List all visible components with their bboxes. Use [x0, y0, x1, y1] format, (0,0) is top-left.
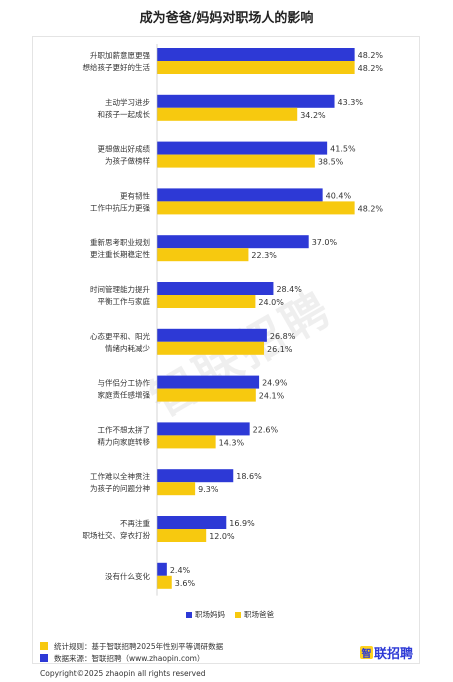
category-label-7-1: 家庭责任感增强 [98, 390, 151, 400]
category-label-8-0: 工作不想太拼了 [98, 424, 151, 434]
value-label-mom-10: 16.9% [229, 519, 255, 528]
bar-mom-3 [157, 188, 323, 202]
value-label-mom-2: 41.5% [330, 145, 356, 154]
category-label-7-0: 与伴侣分工协作 [98, 378, 151, 388]
value-label-dad-8: 14.3% [219, 438, 245, 447]
copyright: Copyright©2025 zhaopin all rights reserv… [40, 669, 206, 678]
category-label-9-1: 为孩子的问题分神 [90, 483, 150, 493]
bar-dad-7 [157, 388, 256, 402]
value-label-mom-3: 40.4% [326, 191, 352, 200]
value-label-mom-9: 18.6% [236, 472, 262, 481]
category-label-3-0: 更有韧性 [120, 190, 150, 200]
footer-source: 数据来源：智联招聘（www.zhaopin.com） [54, 653, 205, 663]
category-label-6-0: 心态更平和、阳光 [90, 331, 150, 341]
category-label-10-0: 不再注重 [120, 518, 150, 528]
bar-mom-4 [157, 235, 309, 249]
value-label-mom-4: 37.0% [312, 238, 338, 247]
value-label-dad-7: 24.1% [259, 392, 285, 401]
legend: 职场妈妈 职场爸爸 [186, 609, 274, 620]
footer-source-row: 数据来源：智联招聘（www.zhaopin.com） [40, 652, 223, 664]
brand-logo-text: 联招聘 [374, 647, 414, 662]
bar-mom-7 [157, 375, 260, 389]
footer-stat-marker [40, 642, 48, 650]
category-label-5-1: 平衡工作与家庭 [98, 296, 151, 306]
bar-dad-2 [157, 154, 315, 168]
legend-label-mom: 职场妈妈 [195, 610, 225, 619]
category-label-0-1: 想给孩子更好的生活 [83, 62, 151, 72]
footer-stat-rule: 统计规则：基于智联招聘2025年性别平等调研数据 [54, 641, 224, 651]
value-label-dad-9: 9.3% [198, 485, 219, 494]
bar-dad-5 [157, 295, 256, 308]
category-label-4-0: 重新思考职业规划 [90, 237, 150, 247]
footer-source-marker [40, 654, 48, 662]
bar-dad-0 [157, 61, 355, 74]
value-label-mom-1: 43.3% [338, 98, 364, 107]
category-label-4-1: 更注重长期稳定性 [90, 249, 150, 259]
footer: 统计规则：基于智联招聘2025年性别平等调研数据 数据来源：智联招聘（www.z… [40, 640, 223, 664]
chart-frame [32, 36, 420, 664]
bar-mom-11 [157, 562, 167, 576]
bar-dad-1 [157, 107, 298, 121]
category-label-6-1: 情绪内耗减少 [105, 343, 150, 353]
bar-mom-6 [157, 328, 267, 342]
bar-mom-5 [157, 282, 274, 295]
legend-swatch-mom [186, 611, 192, 618]
bar-dad-8 [157, 435, 216, 449]
bar-dad-6 [157, 341, 265, 355]
value-label-dad-2: 38.5% [318, 158, 344, 167]
value-label-dad-6: 26.1% [267, 345, 293, 354]
category-label-11-0: 没有什么变化 [105, 571, 150, 581]
bar-dad-9 [157, 482, 196, 496]
value-label-mom-11: 2.4% [170, 566, 191, 575]
footer-stat-rule-row: 统计规则：基于智联招聘2025年性别平等调研数据 [40, 640, 223, 652]
category-label-2-0: 更想做出好成绩 [98, 144, 151, 154]
value-label-dad-3: 48.2% [358, 204, 384, 213]
bar-mom-9 [157, 469, 234, 483]
category-label-1-1: 和孩子一起成长 [98, 109, 151, 119]
category-label-10-1: 职场社交、穿衣打扮 [83, 530, 151, 540]
value-label-dad-1: 34.2% [300, 111, 326, 120]
value-label-mom-7: 24.9% [262, 379, 288, 388]
legend-item-mom: 职场妈妈 [186, 609, 225, 620]
category-label-9-0: 工作难以全神贯注 [90, 471, 150, 481]
brand-logo-mark: 智 [360, 646, 373, 660]
bar-dad-4 [157, 248, 249, 262]
category-label-8-1: 精力向家庭转移 [98, 436, 151, 446]
bar-dad-11 [157, 575, 172, 589]
value-label-dad-11: 3.6% [175, 579, 196, 588]
value-label-mom-5: 28.4% [276, 285, 302, 294]
category-label-1-0: 主动学习进步 [105, 97, 150, 107]
legend-item-dad: 职场爸爸 [235, 609, 274, 620]
category-label-0-0: 升职加薪意愿更强 [90, 50, 150, 60]
brand-logo: 智 联招聘 [360, 643, 413, 662]
category-label-2-1: 为孩子做榜样 [105, 156, 150, 166]
page-title: 成为爸爸/妈妈对职场人的影响 [139, 11, 314, 26]
bar-mom-8 [157, 422, 250, 436]
category-label-3-1: 工作中抗压力更强 [90, 202, 150, 212]
legend-swatch-dad [235, 611, 241, 618]
legend-label-dad: 职场爸爸 [244, 610, 274, 619]
value-label-mom-6: 26.8% [270, 332, 296, 341]
bar-mom-10 [157, 516, 227, 529]
value-label-dad-4: 22.3% [251, 251, 277, 260]
value-label-mom-0: 48.2% [358, 51, 384, 60]
bar-dad-10 [157, 529, 207, 542]
value-label-dad-10: 12.0% [209, 532, 235, 541]
value-label-mom-8: 22.6% [253, 425, 279, 434]
bar-dad-3 [157, 201, 355, 215]
bar-mom-0 [157, 48, 355, 61]
value-label-dad-0: 48.2% [358, 64, 384, 73]
value-label-dad-5: 24.0% [258, 298, 284, 307]
bar-mom-1 [157, 94, 335, 108]
category-label-5-0: 时间管理能力提升 [90, 284, 150, 294]
bar-mom-2 [157, 141, 328, 155]
